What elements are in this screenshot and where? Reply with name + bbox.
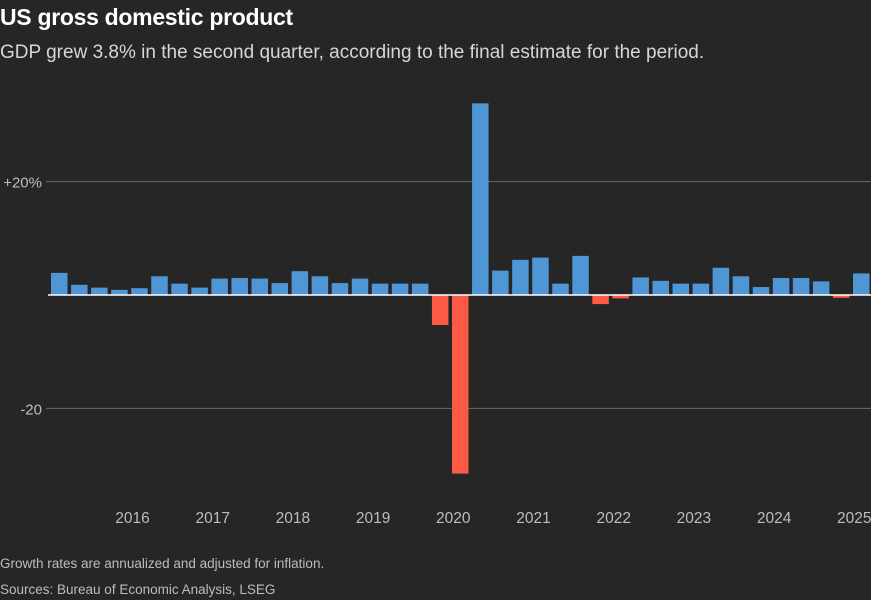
x-tick-label: 2017 xyxy=(195,510,229,527)
gdp-bar-chart: +20% -20 2016 2017 2018 2019 2020 2021 2022 2023 2… xyxy=(3,103,871,527)
x-tick-label: 2024 xyxy=(757,510,792,527)
x-tick-label: 2022 xyxy=(596,510,630,527)
bar-2020-q1 xyxy=(431,295,449,326)
x-tick-label: 2016 xyxy=(115,510,149,527)
x-tick-label: 2020 xyxy=(436,510,471,527)
bar-2024-q2 xyxy=(772,277,790,295)
bar-2016-q2 xyxy=(131,288,148,295)
bar-2021-q3 xyxy=(552,283,569,295)
bar-2020-q2 xyxy=(452,295,469,474)
bar-2018-q4 xyxy=(331,283,349,295)
bar-2022-q1 xyxy=(592,295,609,305)
bar-2016-q3 xyxy=(151,276,168,295)
bar-2017-q3 xyxy=(231,277,248,295)
bar-2024-q1 xyxy=(752,287,770,295)
bar-2022-q2 xyxy=(612,295,629,299)
bar-2015-q4 xyxy=(91,287,108,295)
bar-2019-q2 xyxy=(371,283,389,295)
bar-2017-q4 xyxy=(251,278,268,295)
bar-2025-q1 xyxy=(832,295,850,298)
bar-2021-q2 xyxy=(532,257,549,295)
bar-2017-q2 xyxy=(211,278,228,295)
y-tick-label: -20 xyxy=(20,401,42,418)
bar-2024-q4 xyxy=(812,281,830,295)
bar-2016-q1 xyxy=(111,289,128,295)
chart-title: US gross domestic product xyxy=(0,4,293,30)
x-tick-label: 2025 xyxy=(837,510,871,527)
x-tick-label: 2018 xyxy=(276,510,310,527)
bar-2021-q1 xyxy=(512,259,529,295)
bar-2023-q2 xyxy=(692,283,710,295)
bar-2019-q1 xyxy=(351,278,369,295)
y-tick-label: +20% xyxy=(3,175,42,192)
bar-2022-q3 xyxy=(632,277,649,295)
source-note: Sources: Bureau of Economic Analysis, LS… xyxy=(0,582,276,597)
bar-2020-q4 xyxy=(492,270,509,295)
bar-2021-q4 xyxy=(572,255,589,295)
x-tick-label: 2019 xyxy=(356,510,390,527)
bar-2016-q4 xyxy=(171,283,188,295)
bar-2015-q3 xyxy=(71,284,88,295)
bar-2018-q2 xyxy=(291,271,309,295)
bar-2025-q2 xyxy=(853,273,870,295)
chart-subtitle: GDP grew 3.8% in the second quarter, acc… xyxy=(0,42,705,63)
bar-2023-q1 xyxy=(672,283,690,295)
bar-2024-q3 xyxy=(792,277,810,295)
axis-labels: +20% -20 2016 2017 2018 2019 2020 2021 2022 2023 2… xyxy=(3,175,871,527)
bar-2015-q2 xyxy=(51,272,68,295)
bar-2022-q4 xyxy=(652,280,669,295)
x-tick-label: 2023 xyxy=(677,510,711,527)
bar-2018-q3 xyxy=(311,276,329,295)
bars xyxy=(51,103,870,474)
bar-2019-q3 xyxy=(391,283,409,295)
bar-2023-q4 xyxy=(732,276,750,295)
x-tick-label: 2021 xyxy=(516,510,550,527)
bar-2019-q4 xyxy=(411,283,429,295)
bar-2017-q1 xyxy=(191,287,208,295)
bar-2018-q1 xyxy=(271,283,289,295)
footnote: Growth rates are annualized and adjusted… xyxy=(0,556,325,571)
bar-2023-q3 xyxy=(712,267,730,295)
bar-2020-q3 xyxy=(472,103,489,295)
